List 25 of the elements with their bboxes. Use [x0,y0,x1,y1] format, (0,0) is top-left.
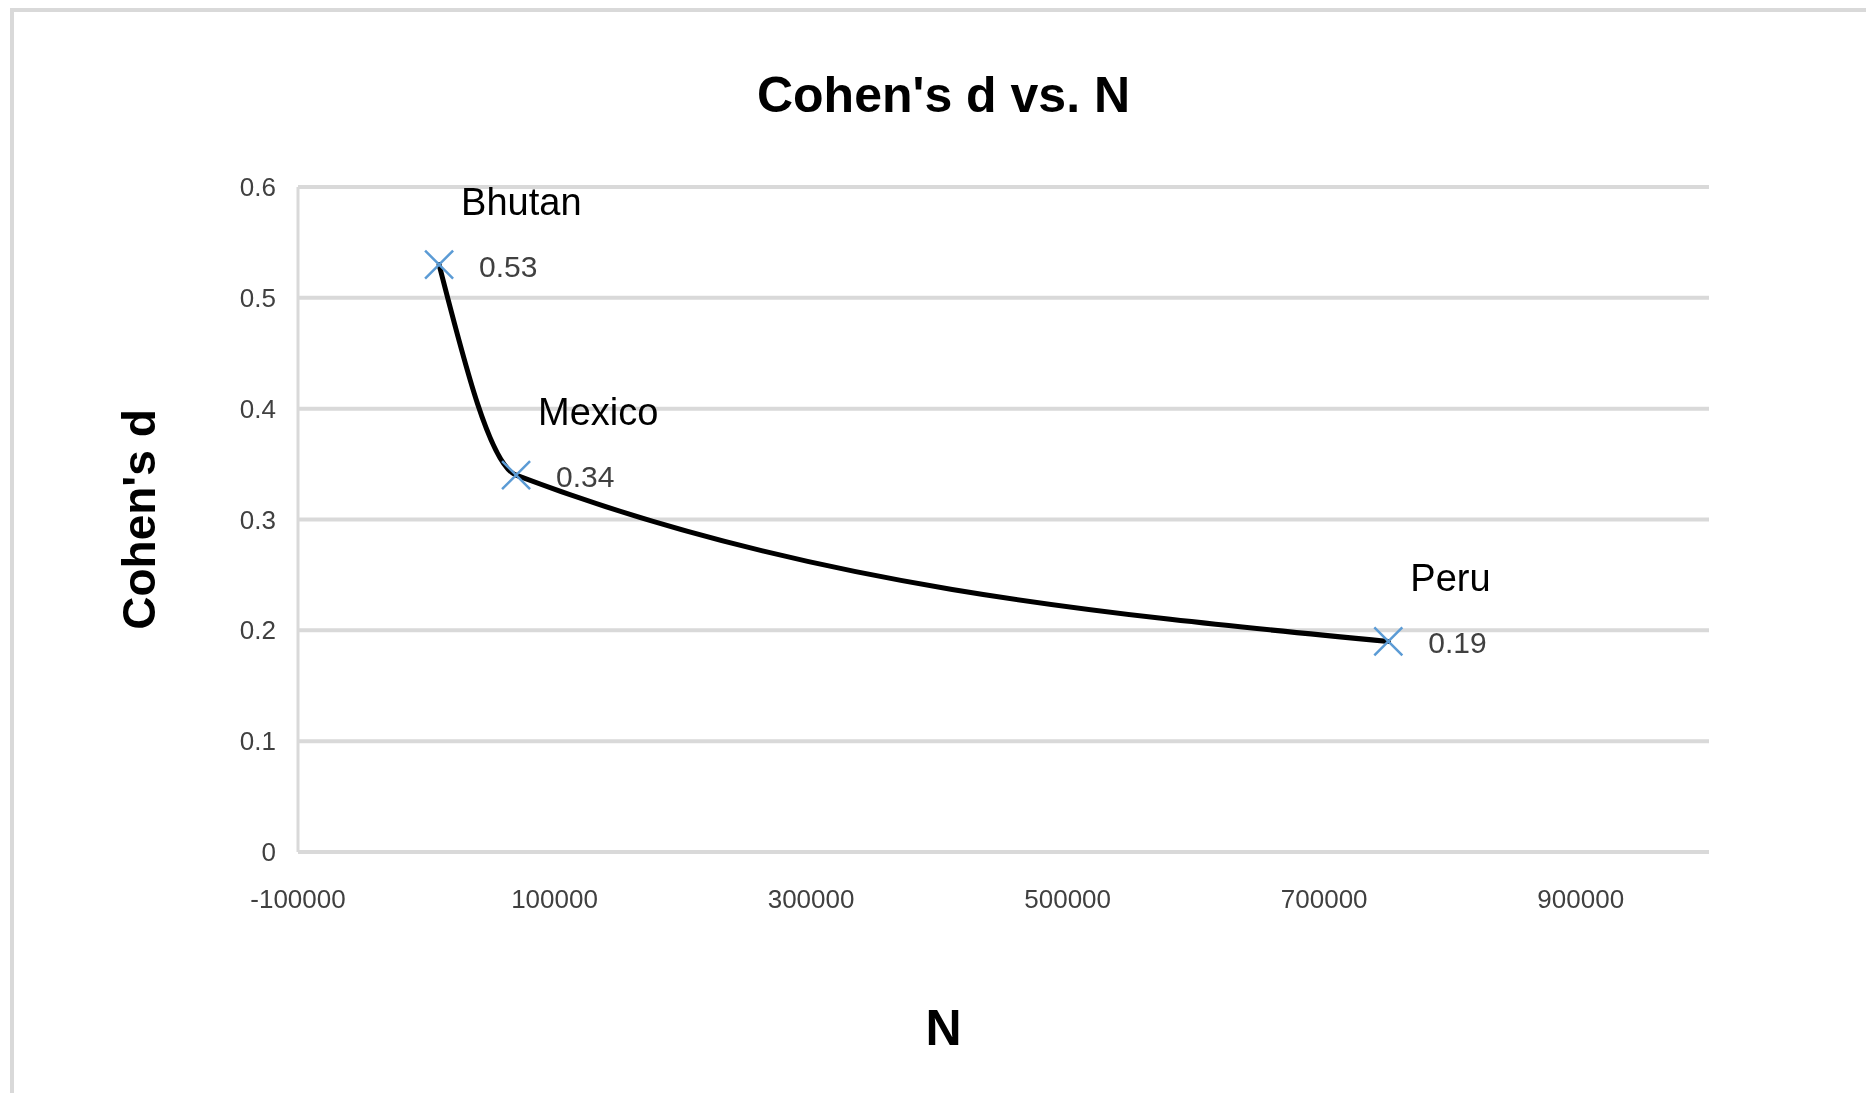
y-tick-label: 0.4 [239,393,276,424]
y-tick-label: 0.5 [239,282,276,313]
annotation: Bhutan [461,180,582,223]
point [1373,626,1404,657]
point [500,459,532,491]
x-tick-label: 300000 [767,884,855,914]
x-tick-label: 100000 [511,884,598,914]
x-tick-label: -100000 [250,884,346,914]
x-tick-label: 700000 [1280,884,1368,914]
annotation: Peru [1410,557,1491,600]
y-tick-label: 0 [261,837,276,867]
x-tick-label: 500000 [1024,884,1112,914]
y-axis-title: Cohen's d [113,409,165,630]
data-label: 0.34 [556,460,615,494]
y-tick-label: 0.3 [239,504,276,535]
y-tick-label: 0.6 [239,172,276,202]
x-tick-label: 900000 [1537,884,1625,914]
x-axis-title: N [925,1000,962,1056]
annotation: Mexico [538,391,659,434]
chart-title: Cohen's d vs. N [756,67,1131,123]
y-tick-label: 0.2 [239,615,276,646]
data-label: 0.19 [1428,626,1487,660]
point [423,249,455,280]
y-tick-label: 0.1 [239,726,276,757]
data-label: 0.53 [479,249,538,283]
